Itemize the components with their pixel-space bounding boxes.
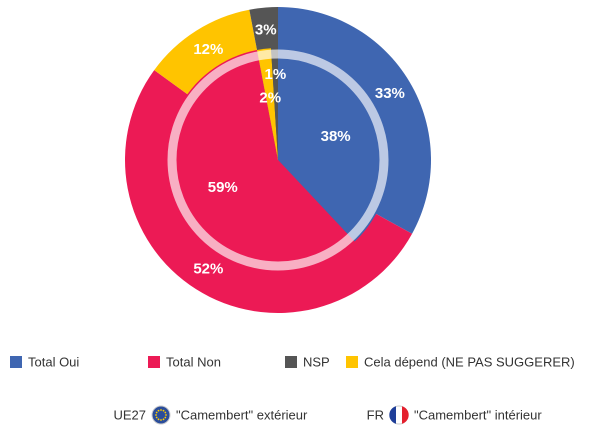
ring-label: "Camembert" extérieur	[176, 407, 308, 422]
value-label: 12%	[193, 41, 223, 58]
flag-star	[160, 409, 162, 411]
value-label: 1%	[264, 66, 286, 83]
legend-label: Total Oui	[28, 354, 79, 369]
flag-star	[164, 411, 167, 414]
flag-star	[155, 411, 158, 414]
legend-swatch	[346, 356, 358, 368]
flag-star	[164, 416, 167, 419]
series-name: FR	[367, 407, 384, 422]
ring-legend: UE27 "Camembert" extérieur FR "Camembert" i…	[113, 405, 542, 425]
value-label: 59%	[208, 179, 238, 196]
flag-red	[402, 406, 409, 424]
legend: Total Oui Total Non NSP Cela dépend (NE PAS…	[10, 354, 575, 369]
flag-star	[155, 416, 158, 419]
pies	[125, 7, 431, 313]
flag-blue	[389, 406, 396, 424]
series-name: UE27	[113, 407, 146, 422]
value-label: 52%	[193, 261, 223, 278]
flag-star	[160, 419, 162, 421]
legend-label: Total Non	[166, 354, 221, 369]
value-label: 33%	[375, 85, 405, 102]
flag-star	[165, 414, 167, 416]
flag-star	[162, 409, 165, 412]
value-label: 38%	[321, 128, 351, 145]
slice	[270, 48, 278, 160]
ring-highlight	[167, 49, 389, 271]
legend-label: NSP	[303, 354, 330, 369]
value-label: 2%	[259, 89, 281, 106]
legend-label: Cela dépend (NE PAS SUGGERER)	[364, 354, 575, 369]
legend-swatch	[285, 356, 297, 368]
flag-star	[157, 418, 160, 421]
flag-star	[155, 414, 157, 416]
ring-label: "Camembert" intérieur	[414, 407, 542, 422]
slice	[257, 48, 278, 160]
value-label: 3%	[255, 22, 277, 39]
flag-star	[157, 409, 160, 412]
legend-swatch	[148, 356, 160, 368]
labels: 33% 52% 12% 3% 38% 59% 2% 1%	[193, 22, 405, 278]
flag-icon	[151, 405, 171, 425]
legend-swatch	[10, 356, 22, 368]
slice	[166, 49, 355, 273]
flag-star	[162, 418, 165, 421]
